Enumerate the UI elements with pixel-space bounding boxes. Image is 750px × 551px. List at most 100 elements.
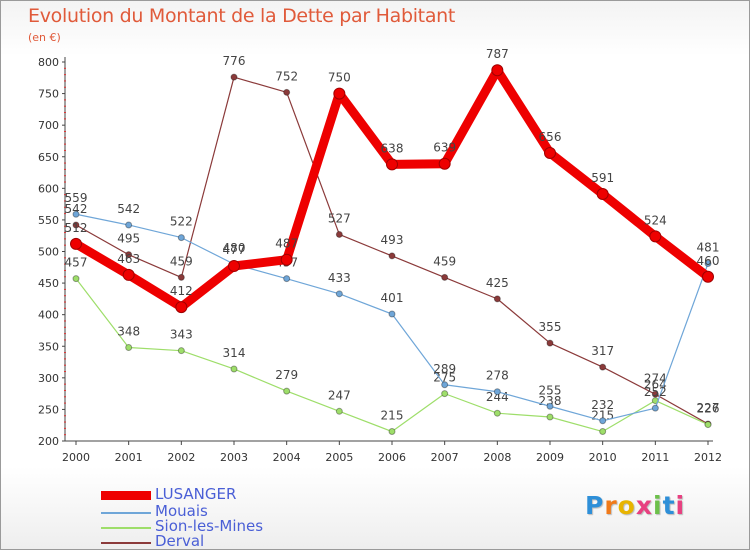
data-label-mouais: 559: [65, 191, 88, 205]
data-point-mouais: [704, 260, 712, 268]
legend-swatch-mouais: [101, 512, 151, 514]
data-point-lusanger: [649, 230, 662, 243]
data-point-derval: [546, 339, 554, 347]
data-label-sion-les-mines: 457: [65, 256, 88, 270]
data-label-lusanger: 591: [591, 171, 614, 185]
data-label-mouais: 480: [223, 241, 246, 255]
data-point-sion-les-mines: [283, 387, 291, 395]
data-label-lusanger: 639: [433, 141, 456, 155]
data-point-lusanger: [333, 87, 346, 100]
y-tick-label: 350: [38, 340, 59, 353]
data-point-lusanger: [544, 146, 556, 159]
legend-label-sion-les-mines: Sion-les-Mines: [155, 517, 264, 535]
y-tick-label: 650: [38, 151, 59, 164]
data-point-derval: [335, 230, 343, 238]
data-label-mouais: 433: [328, 271, 351, 285]
x-tick-label: 2008: [483, 451, 511, 464]
y-tick-label: 600: [38, 182, 59, 195]
data-label-mouais: 401: [381, 291, 404, 305]
legend-label-lusanger: LUSANGER: [155, 485, 237, 503]
data-point-lusanger: [280, 253, 293, 266]
data-point-derval: [599, 363, 607, 371]
data-label-mouais: 542: [117, 202, 140, 216]
data-point-derval: [230, 73, 238, 81]
x-tick-label: 2007: [431, 451, 459, 464]
data-point-lusanger: [175, 301, 188, 314]
proxiti-logo: Proxiti: [585, 491, 686, 520]
x-tick-label: 2004: [273, 451, 301, 464]
data-point-sion-les-mines: [493, 409, 501, 417]
data-point-sion-les-mines: [704, 421, 712, 429]
data-label-sion-les-mines: 264: [644, 378, 667, 392]
x-tick-label: 2001: [115, 451, 143, 464]
data-point-mouais: [388, 310, 396, 318]
data-point-lusanger: [386, 158, 398, 171]
data-label-derval: 495: [117, 232, 140, 246]
data-label-lusanger: 638: [381, 141, 404, 155]
data-point-sion-les-mines: [230, 365, 238, 373]
data-point-lusanger: [438, 157, 451, 170]
data-point-sion-les-mines: [599, 428, 607, 436]
x-tick-label: 2000: [62, 451, 90, 464]
y-tick-label: 450: [38, 277, 59, 290]
data-point-sion-les-mines: [441, 390, 449, 398]
x-tick-label: 2002: [167, 451, 195, 464]
data-label-lusanger: 460: [697, 254, 720, 268]
data-label-mouais: 255: [539, 383, 562, 397]
data-label-lusanger: 477: [223, 243, 246, 257]
data-point-derval: [388, 252, 396, 260]
data-point-derval: [72, 221, 80, 229]
chart-title: Evolution du Montant de la Dette par Hab…: [28, 5, 456, 27]
data-point-lusanger: [122, 268, 135, 281]
data-label-mouais: 289: [433, 362, 456, 376]
data-label-sion-les-mines: 275: [433, 371, 456, 385]
legend-swatch-lusanger: [101, 491, 151, 500]
data-label-lusanger: 412: [170, 284, 193, 298]
data-point-derval: [125, 251, 133, 259]
data-label-mouais: 481: [697, 241, 720, 255]
data-point-sion-les-mines: [72, 275, 80, 283]
data-point-derval: [283, 88, 291, 96]
data-point-mouais: [335, 290, 343, 298]
legend-label-mouais: Mouais: [155, 502, 208, 520]
data-label-lusanger: 524: [644, 213, 667, 227]
data-label-mouais: 232: [591, 398, 614, 412]
data-label-mouais: 278: [486, 369, 509, 383]
data-label-lusanger: 512: [65, 221, 88, 235]
x-tick-label: 2012: [694, 451, 722, 464]
data-point-derval: [441, 273, 449, 281]
y-tick-label: 800: [38, 56, 59, 69]
data-label-derval: 425: [486, 276, 509, 290]
data-label-derval: 355: [539, 320, 562, 334]
data-point-mouais: [125, 221, 133, 229]
data-label-derval: 274: [644, 371, 667, 385]
x-tick-label: 2003: [220, 451, 248, 464]
data-point-lusanger: [702, 270, 714, 283]
legend-swatch-sion-les-mines: [101, 527, 151, 529]
legend-label-derval: Derval: [155, 532, 205, 550]
data-point-lusanger: [70, 237, 82, 250]
data-point-mouais: [72, 210, 80, 218]
data-point-sion-les-mines: [388, 428, 396, 436]
data-point-lusanger: [491, 64, 504, 77]
y-tick-label: 200: [38, 435, 59, 448]
data-point-sion-les-mines: [125, 344, 133, 352]
data-label-sion-les-mines: 215: [381, 409, 404, 423]
y-tick-label: 750: [38, 88, 59, 101]
data-label-derval: 752: [275, 69, 298, 83]
x-tick-label: 2005: [325, 451, 353, 464]
data-label-derval: 776: [223, 54, 246, 68]
data-point-derval: [177, 273, 185, 281]
x-tick-label: 2006: [378, 451, 406, 464]
data-label-derval: 542: [65, 202, 88, 216]
x-tick-label: 2011: [641, 451, 669, 464]
data-point-sion-les-mines: [177, 347, 185, 355]
data-point-mouais: [177, 234, 185, 242]
data-point-sion-les-mines: [546, 413, 554, 421]
y-tick-label: 300: [38, 372, 59, 385]
data-label-derval: 493: [381, 233, 404, 247]
data-label-sion-les-mines: 343: [170, 328, 193, 342]
y-tick-label: 250: [38, 403, 59, 416]
